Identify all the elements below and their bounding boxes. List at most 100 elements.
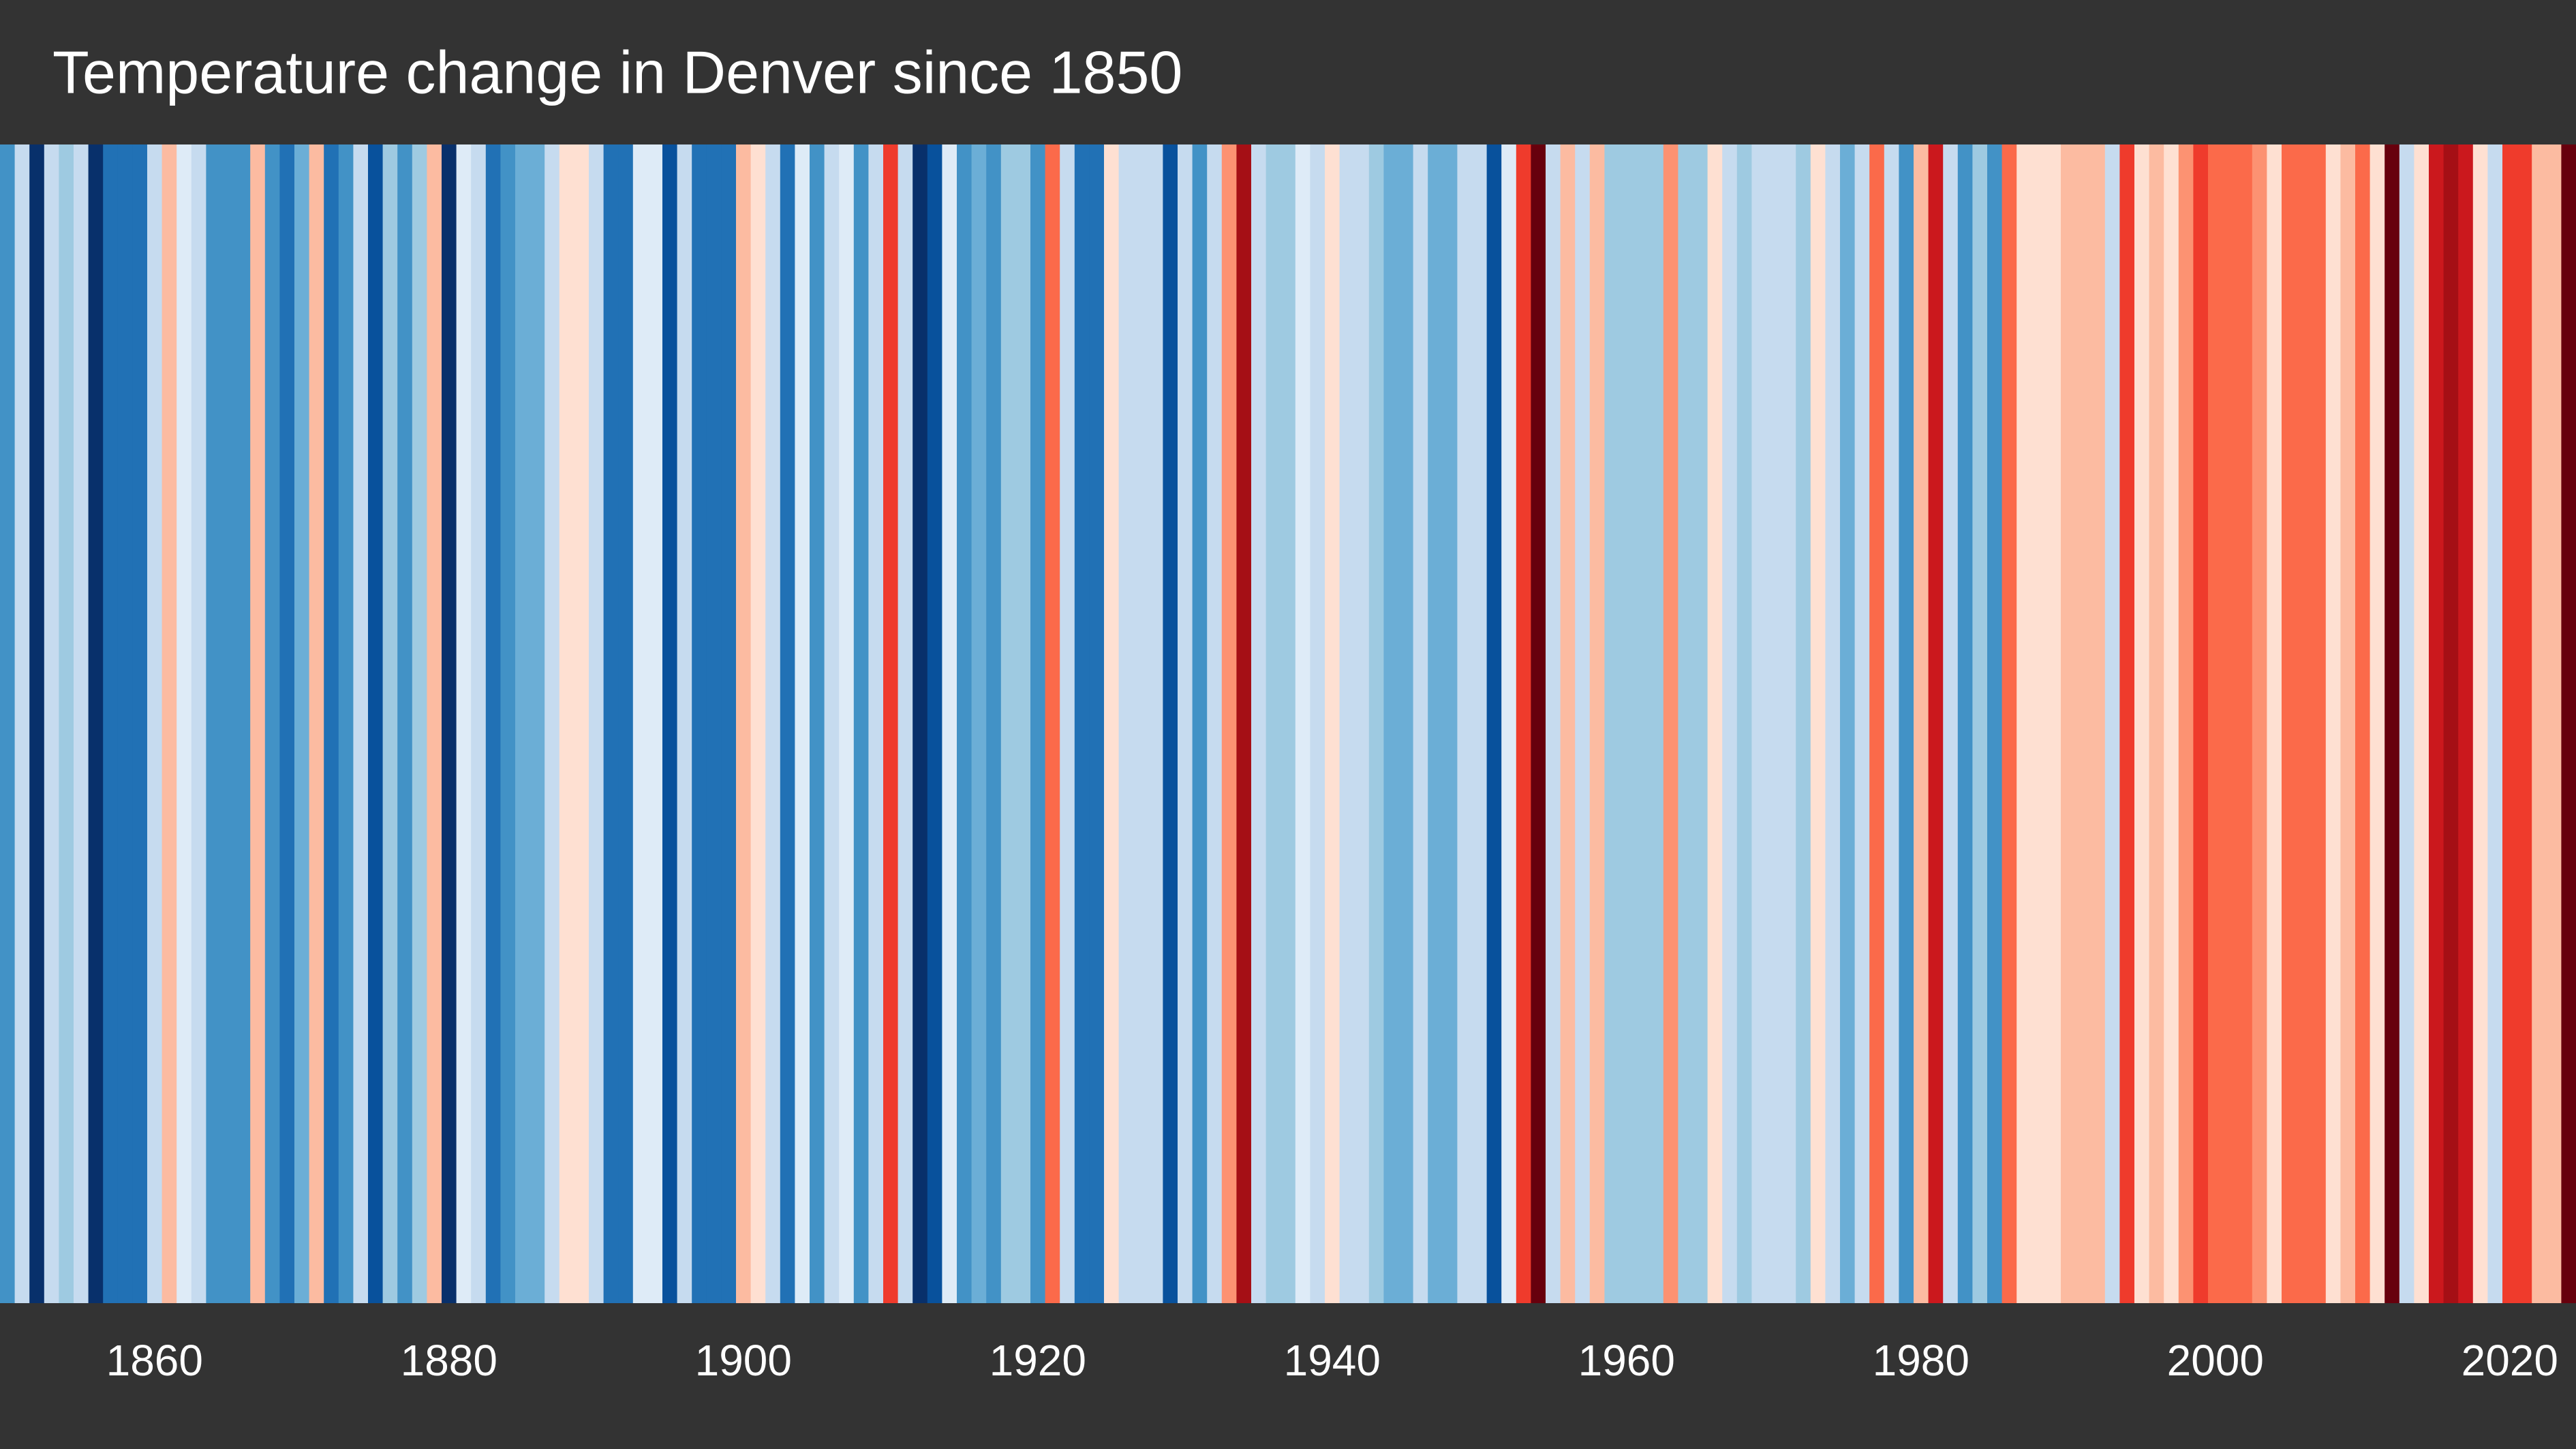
stripe (1781, 144, 1796, 1303)
stripe (1589, 144, 1605, 1303)
stripe (1339, 144, 1355, 1303)
stripe (1118, 144, 1134, 1303)
stripe (2046, 144, 2061, 1303)
stripe (1045, 144, 1060, 1303)
stripe (1854, 144, 1870, 1303)
stripe (294, 144, 310, 1303)
stripe (721, 144, 737, 1303)
stripe (2443, 144, 2459, 1303)
stripe (324, 144, 339, 1303)
stripe (1295, 144, 1310, 1303)
stripe (1310, 144, 1325, 1303)
stripe (279, 144, 295, 1303)
stripe (795, 144, 810, 1303)
stripe (1163, 144, 1178, 1303)
stripe (2193, 144, 2209, 1303)
stripe (1133, 144, 1149, 1303)
stripe (1957, 144, 1973, 1303)
stripe (986, 144, 1002, 1303)
stripe (1693, 144, 1708, 1303)
stripe (1560, 144, 1576, 1303)
stripe (338, 144, 354, 1303)
stripe (1634, 144, 1649, 1303)
stripe (221, 144, 236, 1303)
stripe (1413, 144, 1428, 1303)
stripe (2355, 144, 2371, 1303)
stripe (2546, 144, 2562, 1303)
stripe (2134, 144, 2150, 1303)
stripe (1575, 144, 1591, 1303)
stripe (853, 144, 869, 1303)
stripe (839, 144, 855, 1303)
stripe (1663, 144, 1678, 1303)
stripe (2061, 144, 2076, 1303)
stripe (1207, 144, 1223, 1303)
stripe (692, 144, 707, 1303)
stripe (2119, 144, 2135, 1303)
stripe (1148, 144, 1163, 1303)
stripe (1751, 144, 1767, 1303)
stripe (913, 144, 928, 1303)
stripe (1472, 144, 1488, 1303)
stripe (706, 144, 722, 1303)
stripe (1457, 144, 1473, 1303)
stripe (765, 144, 781, 1303)
stripe (559, 144, 574, 1303)
stripe (1736, 144, 1752, 1303)
stripe (1178, 144, 1193, 1303)
stripe (2385, 144, 2400, 1303)
x-tick-label: 2020 (2462, 1336, 2558, 1385)
x-tick-label: 1880 (401, 1336, 497, 1385)
stripe (412, 144, 427, 1303)
stripe (927, 144, 942, 1303)
stripe (1840, 144, 1856, 1303)
stripe (662, 144, 678, 1303)
stripe (2282, 144, 2297, 1303)
stripe (485, 144, 501, 1303)
stripe (74, 144, 89, 1303)
stripe (2208, 144, 2224, 1303)
stripe (2296, 144, 2312, 1303)
stripe (1516, 144, 1531, 1303)
stripe (1707, 144, 1723, 1303)
stripe (471, 144, 487, 1303)
stripe (88, 144, 104, 1303)
stripe (1943, 144, 1959, 1303)
stripe (2458, 144, 2474, 1303)
stripe (2429, 144, 2444, 1303)
stripe (574, 144, 589, 1303)
x-tick-label: 2000 (2167, 1336, 2264, 1385)
stripe (59, 144, 74, 1303)
x-tick-label: 1980 (1873, 1336, 1969, 1385)
stripe (2090, 144, 2106, 1303)
stripe (824, 144, 840, 1303)
stripe (2487, 144, 2503, 1303)
stripe (2502, 144, 2518, 1303)
stripe (2311, 144, 2327, 1303)
stripe (603, 144, 619, 1303)
stripe (2075, 144, 2091, 1303)
stripe (2517, 144, 2532, 1303)
stripe (957, 144, 972, 1303)
stripe (1678, 144, 1693, 1303)
stripe (2561, 144, 2576, 1303)
stripe (500, 144, 516, 1303)
stripe (132, 144, 148, 1303)
stripe (677, 144, 692, 1303)
stripe (750, 144, 766, 1303)
stripe (589, 144, 604, 1303)
x-tick-label: 1920 (990, 1336, 1086, 1385)
stripe (1442, 144, 1458, 1303)
stripe (2017, 144, 2032, 1303)
x-axis: 1860 1880 1900 1920 1940 1960 1980 2000 2020 (106, 1336, 2558, 1385)
stripe (1501, 144, 1517, 1303)
stripe (1722, 144, 1738, 1303)
stripe (1104, 144, 1120, 1303)
stripe (103, 144, 119, 1303)
stripe (1604, 144, 1620, 1303)
stripe (1236, 144, 1252, 1303)
stripe (2325, 144, 2341, 1303)
stripe (618, 144, 634, 1303)
